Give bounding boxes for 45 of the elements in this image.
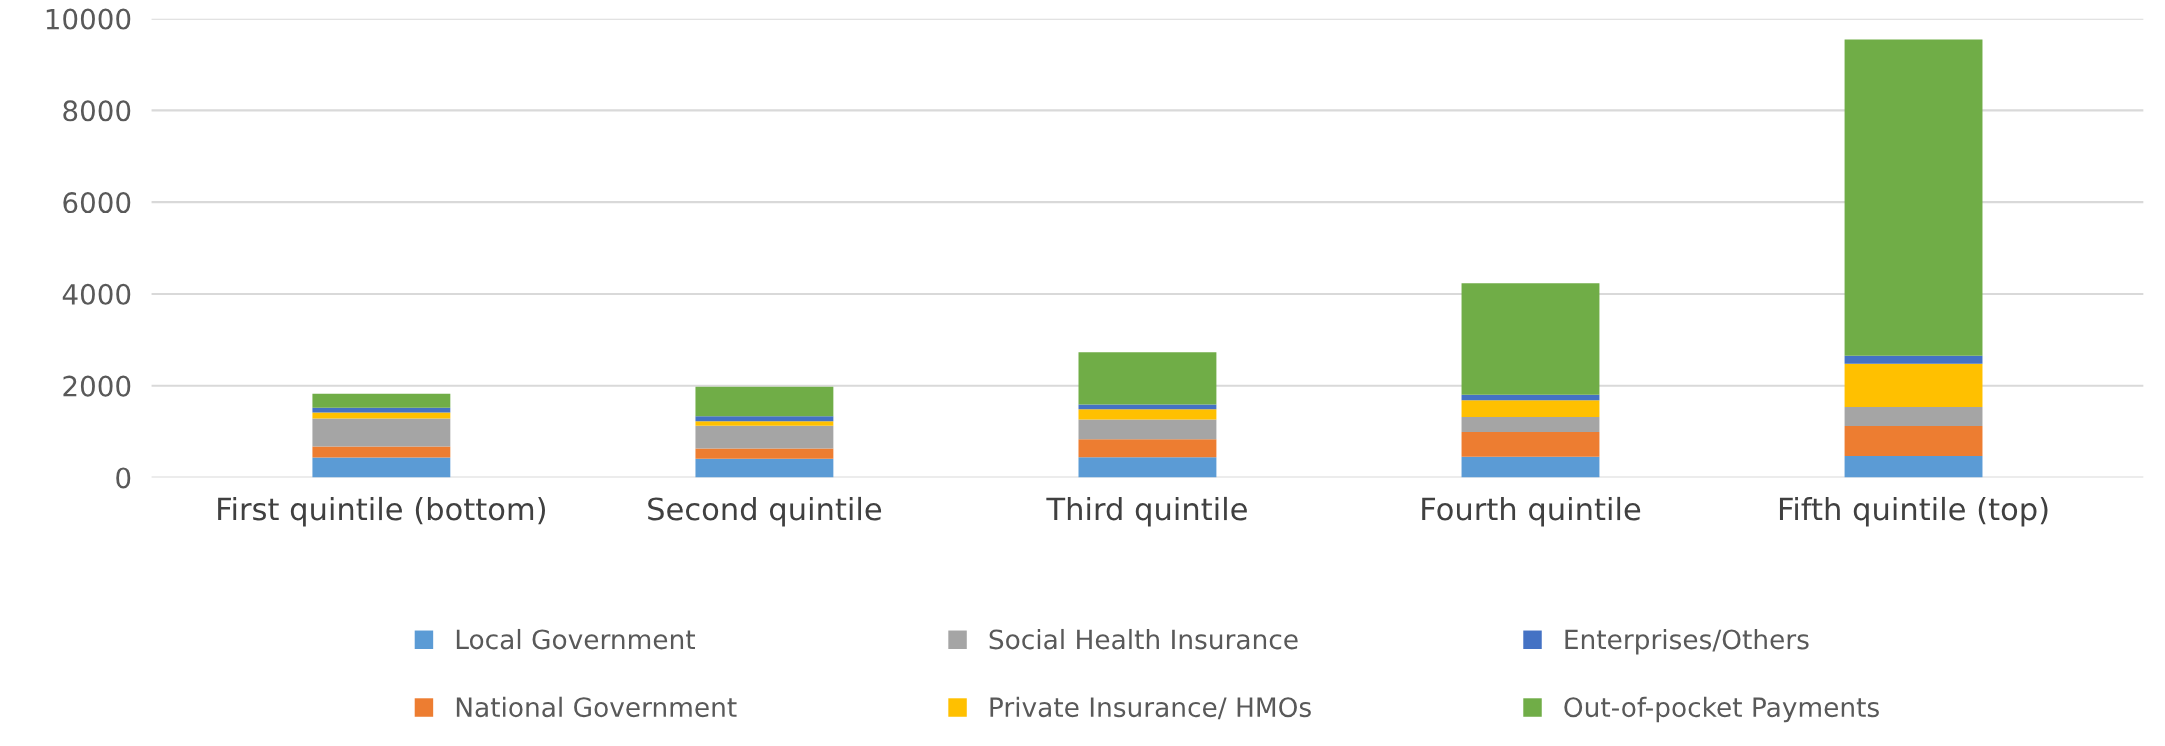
x-tick-label: Fifth quintile (top) xyxy=(1779,496,2048,527)
legend-label: Private Insurance/ HMOs xyxy=(990,696,1311,720)
legend-label: Enterprises/Others xyxy=(1565,628,1809,655)
bar xyxy=(695,421,834,426)
bar xyxy=(1844,39,1983,356)
bar xyxy=(312,418,451,447)
bar xyxy=(1078,457,1217,478)
x-tick-label: Fourth quintile xyxy=(1422,496,1641,527)
bar xyxy=(1461,283,1600,395)
y-tick-label: 4000 xyxy=(62,283,131,305)
bar xyxy=(695,425,834,449)
y-tick-label: 8000 xyxy=(63,100,131,122)
bar xyxy=(1078,409,1217,420)
bar xyxy=(1461,400,1600,417)
legend-label: Out-of-pocket Payments xyxy=(1564,696,1879,723)
bar xyxy=(1844,407,1983,427)
bar xyxy=(1844,456,1983,478)
bar xyxy=(312,393,451,408)
legend-label: Local Government xyxy=(456,628,696,650)
bar xyxy=(695,448,834,459)
legend-label: Social Health Insurance xyxy=(989,628,1298,650)
y-tick-label: 0 xyxy=(116,467,131,489)
bar xyxy=(1461,432,1600,457)
y-tick-label: 6000 xyxy=(63,192,131,214)
bar xyxy=(695,416,834,422)
x-tick-label: Third quintile xyxy=(1046,496,1247,527)
x-tick-label: First quintile (bottom) xyxy=(218,496,545,527)
bar xyxy=(1461,416,1600,433)
bar xyxy=(1078,439,1217,458)
x-tick-label: Second quintile xyxy=(648,496,882,527)
bar xyxy=(1461,456,1600,478)
bar xyxy=(1078,352,1217,405)
bar xyxy=(695,458,834,478)
y-tick-label: 2000 xyxy=(63,375,131,397)
bar xyxy=(1844,355,1983,364)
legend-label: National Government xyxy=(456,696,737,718)
bar xyxy=(1844,363,1983,408)
bar xyxy=(1844,426,1983,457)
bar xyxy=(695,386,834,417)
bar xyxy=(1461,394,1600,401)
bar xyxy=(312,412,451,419)
bar xyxy=(312,446,451,458)
bar xyxy=(1078,419,1217,440)
bar xyxy=(312,457,451,478)
y-tick-label: 10000 xyxy=(46,8,131,30)
